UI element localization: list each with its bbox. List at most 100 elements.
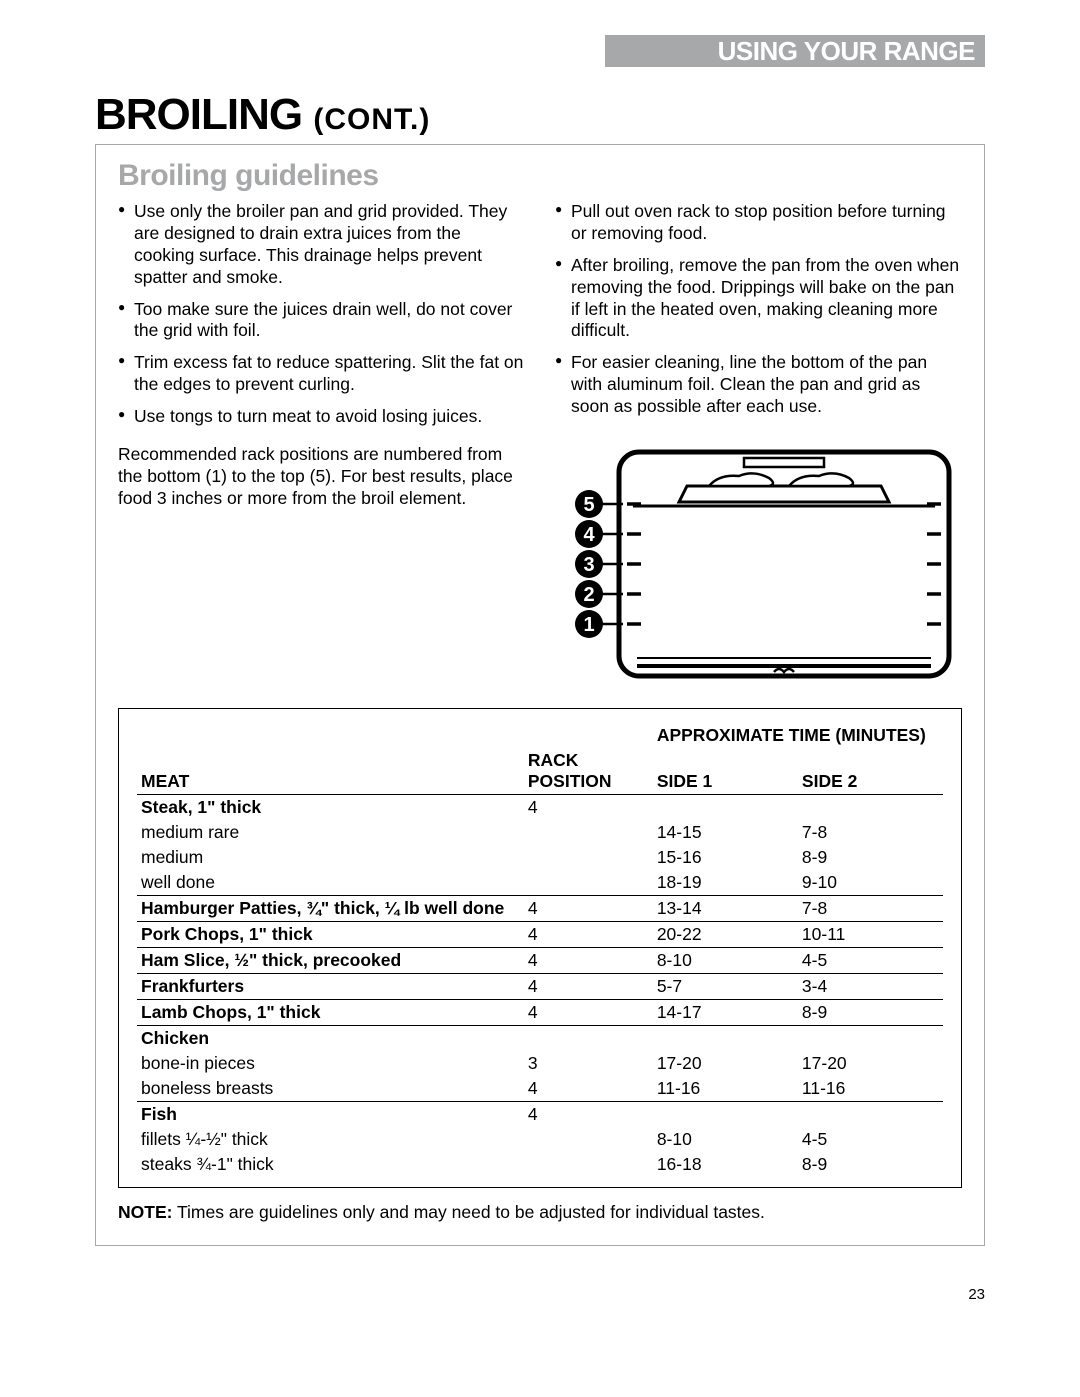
guidelines-right: Pull out oven rack to stop position befo…: [555, 201, 962, 438]
cell-side1: 16-18: [653, 1152, 798, 1177]
th-rack: RACK POSITION: [524, 748, 653, 795]
cell-rack: [524, 1152, 653, 1177]
title-main: BROILING: [95, 90, 302, 139]
cell-meat: Hamburger Patties, ¾" thick, ¼ lb well d…: [137, 895, 524, 921]
cell-rack: 4: [524, 895, 653, 921]
cell-side1: 18-19: [653, 870, 798, 896]
cell-rack: [524, 820, 653, 845]
cell-side1: 11-16: [653, 1076, 798, 1102]
rack-position-text: Recommended rack positions are numbered …: [118, 444, 525, 684]
cell-side2: 4-5: [798, 1127, 943, 1152]
note-label: NOTE:: [118, 1202, 172, 1222]
table-row: Lamb Chops, 1" thick414-178-9: [137, 999, 943, 1025]
note: NOTE: Times are guidelines only and may …: [118, 1202, 962, 1223]
oven-svg: 5 4 3 2 1: [559, 444, 959, 684]
broiling-table-wrap: APPROXIMATE TIME (MINUTES) MEAT RACK POS…: [118, 708, 962, 1188]
cell-rack: 3: [524, 1051, 653, 1076]
table-row: bone-in pieces317-2017-20: [137, 1051, 943, 1076]
bullet-item: Use tongs to turn meat to avoid losing j…: [118, 406, 525, 428]
table-row: Frankfurters45-73-4: [137, 973, 943, 999]
cell-meat: Chicken: [137, 1025, 524, 1051]
cell-side2: [798, 794, 943, 820]
cell-meat: Ham Slice, ½" thick, precooked: [137, 947, 524, 973]
cell-side2: 8-9: [798, 999, 943, 1025]
oven-label-3: 3: [583, 554, 594, 576]
page: USING YOUR RANGE BROILING (CONT.) Broili…: [0, 0, 1080, 1343]
cell-side1: 13-14: [653, 895, 798, 921]
cell-side2: 17-20: [798, 1051, 943, 1076]
bullet-item: Too make sure the juices drain well, do …: [118, 299, 525, 343]
cell-side2: 9-10: [798, 870, 943, 896]
cell-rack: 4: [524, 999, 653, 1025]
cell-rack: [524, 1127, 653, 1152]
bullet-list-right: Pull out oven rack to stop position befo…: [555, 201, 962, 418]
cell-side2: 4-5: [798, 947, 943, 973]
th-meat: MEAT: [137, 748, 524, 795]
broiling-table: APPROXIMATE TIME (MINUTES) MEAT RACK POS…: [137, 723, 943, 1177]
oven-label-5: 5: [583, 494, 594, 516]
content-box: Broiling guidelines Use only the broiler…: [95, 144, 985, 1246]
table-row: fillets ¼-½" thick 8-104-5: [137, 1127, 943, 1152]
cell-rack: [524, 870, 653, 896]
oven-label-4: 4: [583, 524, 595, 546]
table-row: Fish4: [137, 1101, 943, 1127]
cell-side2: 10-11: [798, 921, 943, 947]
table-row: boneless breasts411-1611-16: [137, 1076, 943, 1102]
cell-rack: 4: [524, 921, 653, 947]
cell-rack: 4: [524, 973, 653, 999]
cell-meat: well done: [137, 870, 524, 896]
cell-side1: [653, 794, 798, 820]
cell-rack: 4: [524, 794, 653, 820]
cell-meat: fillets ¼-½" thick: [137, 1127, 524, 1152]
section-heading: Broiling guidelines: [118, 159, 962, 193]
cell-meat: Frankfurters: [137, 973, 524, 999]
section-header-bar: USING YOUR RANGE: [605, 35, 985, 67]
cell-side2: 3-4: [798, 973, 943, 999]
guidelines-columns: Use only the broiler pan and grid provid…: [118, 201, 962, 438]
cell-side1: 17-20: [653, 1051, 798, 1076]
cell-side2: 7-8: [798, 895, 943, 921]
cell-meat: Steak, 1" thick: [137, 794, 524, 820]
cell-side1: 14-15: [653, 820, 798, 845]
cell-meat: medium: [137, 845, 524, 870]
table-row: Ham Slice, ½" thick, precooked48-104-5: [137, 947, 943, 973]
cell-rack: 4: [524, 1076, 653, 1102]
table-row: medium rare14-157-8: [137, 820, 943, 845]
cell-side2: 8-9: [798, 845, 943, 870]
bullet-item: After broiling, remove the pan from the …: [555, 255, 962, 343]
th-side2: SIDE 2: [798, 748, 943, 795]
table-row: Pork Chops, 1" thick420-2210-11: [137, 921, 943, 947]
oven-diagram: 5 4 3 2 1: [555, 444, 962, 684]
cell-meat: Fish: [137, 1101, 524, 1127]
cell-meat: steaks ¾-1" thick: [137, 1152, 524, 1177]
table-row: steaks ¾-1" thick 16-188-9: [137, 1152, 943, 1177]
table-row: medium15-168-9: [137, 845, 943, 870]
cell-side1: 5-7: [653, 973, 798, 999]
bullet-item: Trim excess fat to reduce spattering. Sl…: [118, 352, 525, 396]
note-text: Times are guidelines only and may need t…: [172, 1202, 764, 1222]
page-number: 23: [95, 1286, 985, 1303]
cell-side2: 8-9: [798, 1152, 943, 1177]
guidelines-left: Use only the broiler pan and grid provid…: [118, 201, 525, 438]
oven-label-1: 1: [583, 614, 594, 636]
table-row: well done 18-199-10: [137, 870, 943, 896]
page-title: BROILING (CONT.): [95, 90, 985, 140]
cell-side1: 8-10: [653, 947, 798, 973]
cell-side1: 8-10: [653, 1127, 798, 1152]
cell-meat: boneless breasts: [137, 1076, 524, 1102]
cell-side1: 14-17: [653, 999, 798, 1025]
cell-rack: 4: [524, 947, 653, 973]
cell-side1: [653, 1025, 798, 1051]
title-cont: (CONT.): [313, 103, 430, 136]
cell-rack: [524, 1025, 653, 1051]
cell-side2: [798, 1101, 943, 1127]
cell-meat: medium rare: [137, 820, 524, 845]
rack-row: Recommended rack positions are numbered …: [118, 444, 962, 684]
bullet-item: For easier cleaning, line the bottom of …: [555, 352, 962, 418]
bullet-item: Pull out oven rack to stop position befo…: [555, 201, 962, 245]
bullet-item: Use only the broiler pan and grid provid…: [118, 201, 525, 289]
cell-meat: bone-in pieces: [137, 1051, 524, 1076]
cell-side1: 20-22: [653, 921, 798, 947]
cell-meat: Lamb Chops, 1" thick: [137, 999, 524, 1025]
table-row: Steak, 1" thick4: [137, 794, 943, 820]
